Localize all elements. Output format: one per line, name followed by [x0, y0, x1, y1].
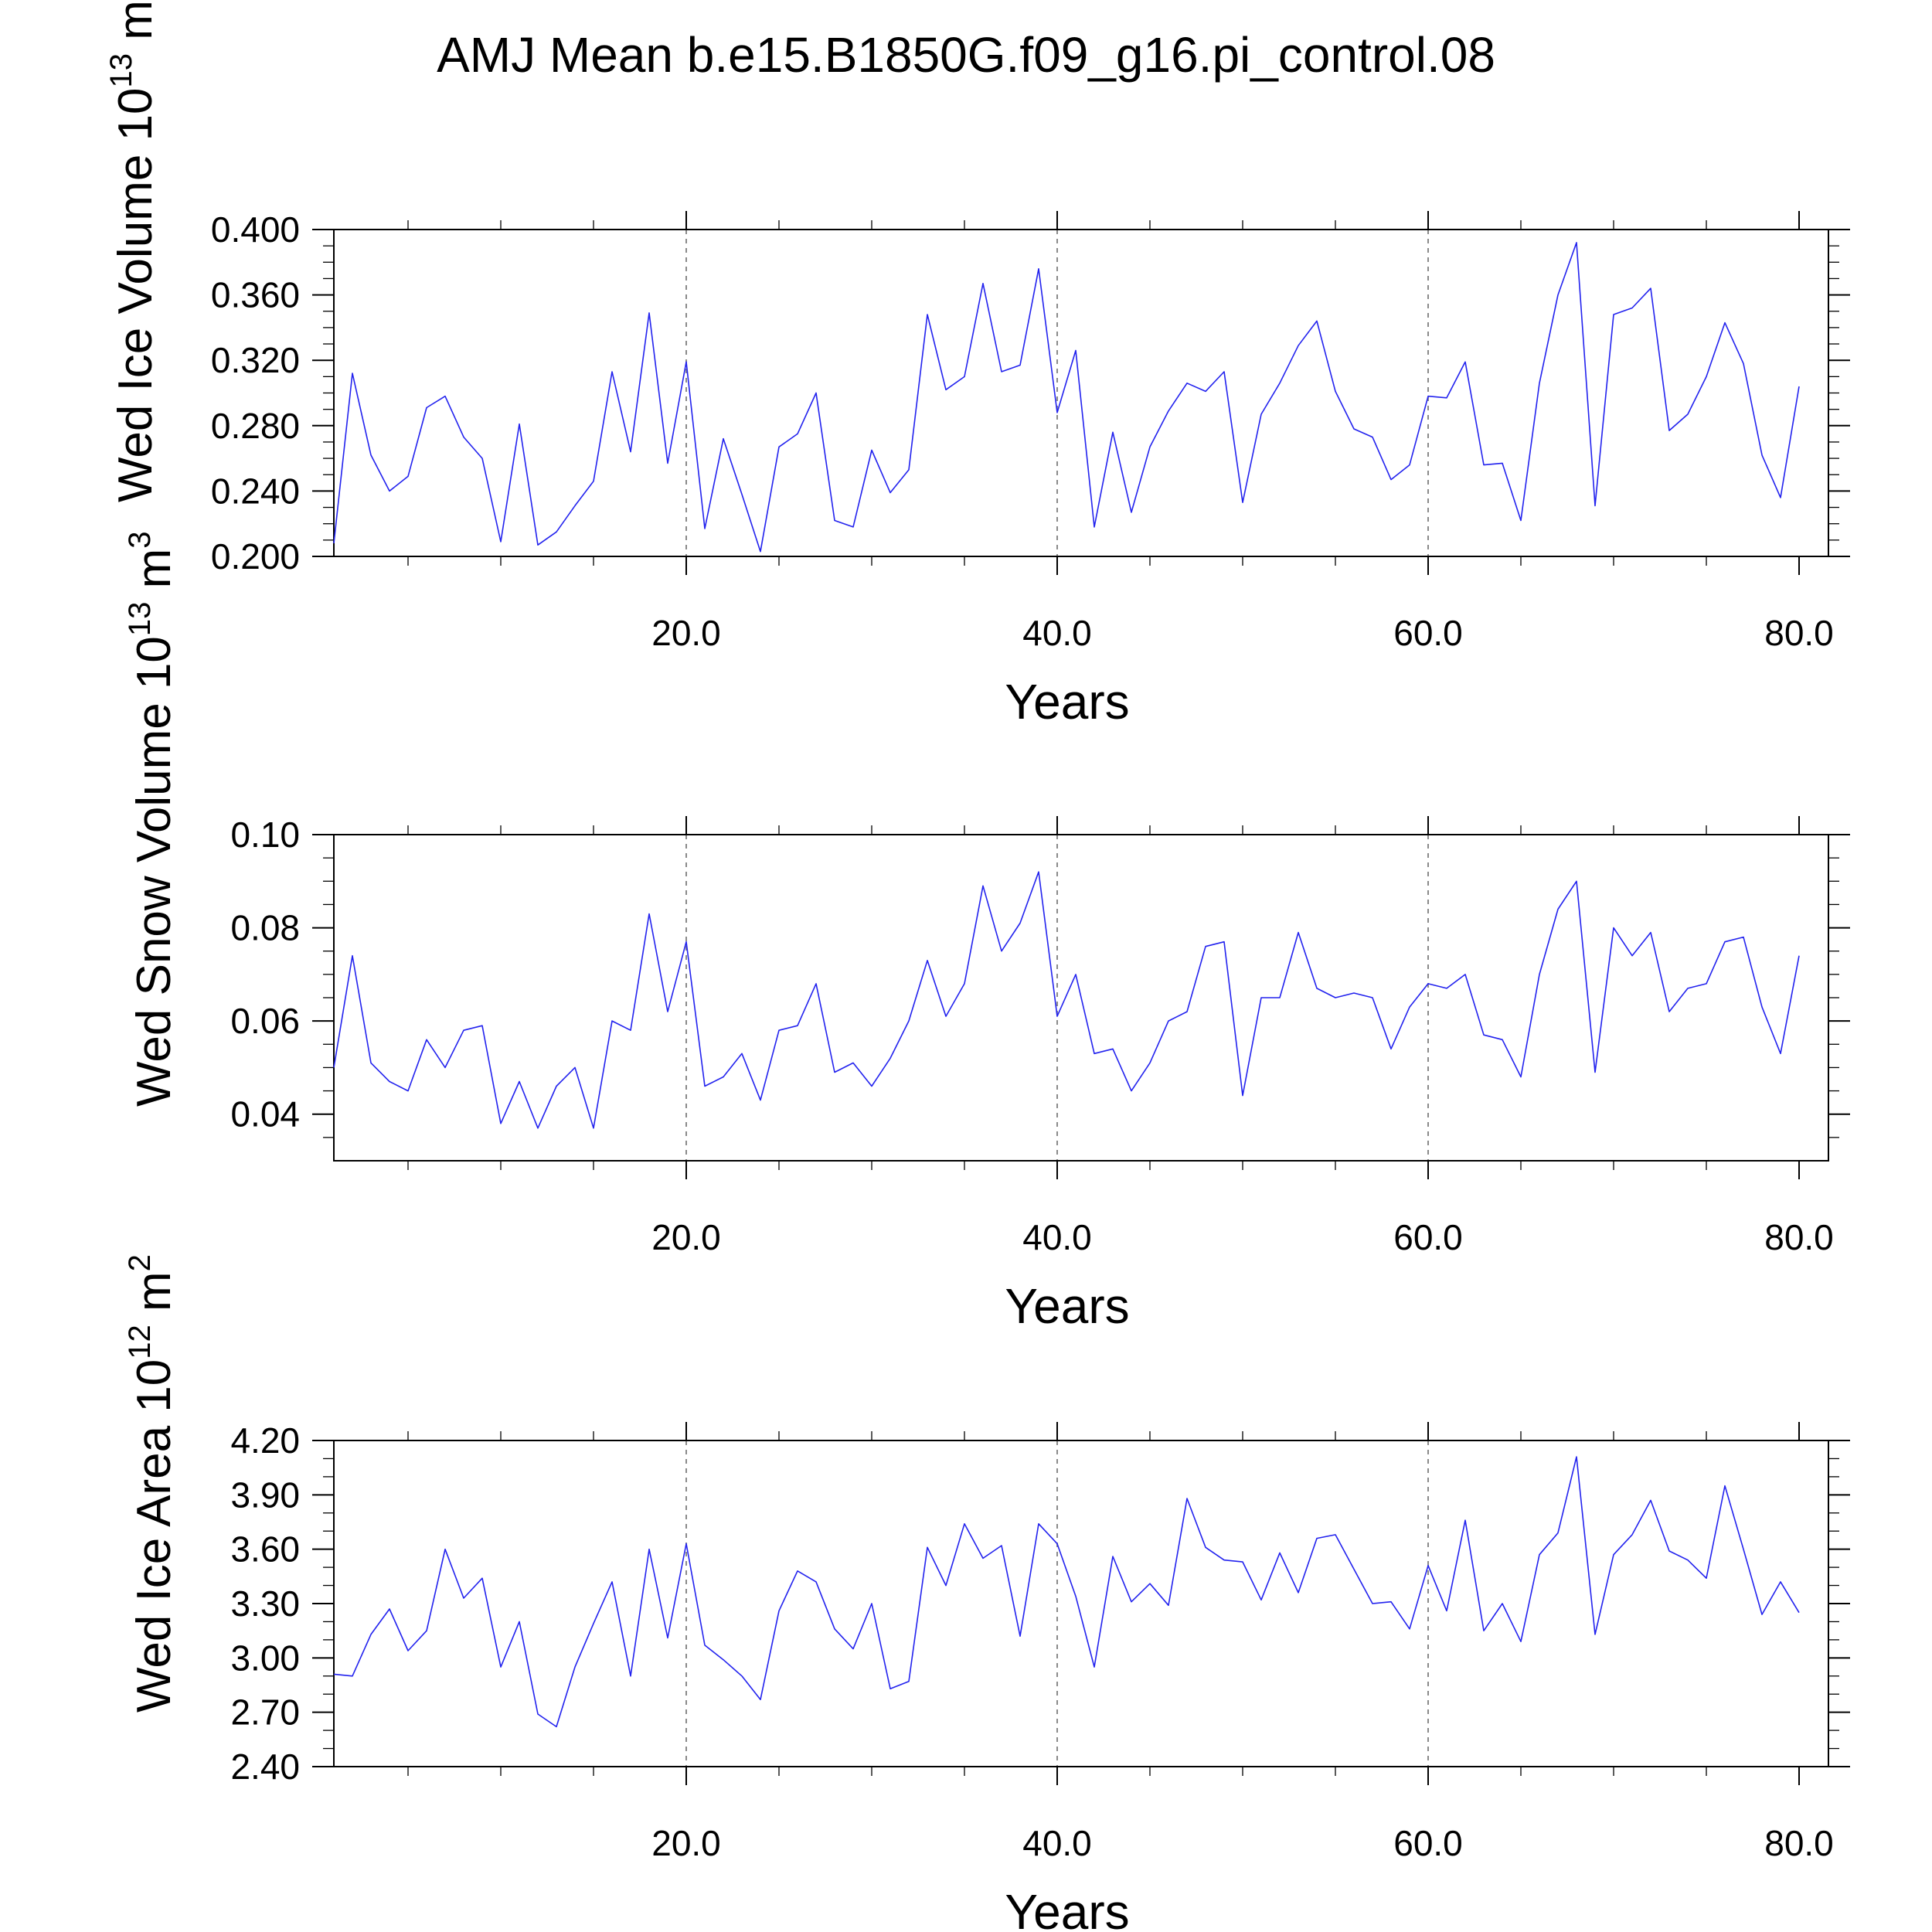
y-tick-label: 0.400 [211, 209, 300, 250]
y-tick-label: 0.08 [230, 908, 300, 948]
y-tick-label: 0.04 [230, 1094, 300, 1134]
y-axis-label: Wed Ice Volume 1013 m3 [104, 0, 162, 502]
y-axis-label-unit-exponent: 3 [123, 531, 157, 548]
series-line-1 [333, 1456, 1800, 1728]
y-tick-label: 0.280 [211, 406, 300, 446]
plot-frame [333, 229, 1829, 557]
x-tick-label: 20.0 [651, 1217, 721, 1257]
x-tick-label: 20.0 [651, 613, 721, 653]
y-axis-label-base: Wed Ice Volume 10 [109, 87, 162, 502]
x-tick-label: 60.0 [1393, 1217, 1463, 1257]
y-axis-label-base: Wed Ice Area 10 [128, 1359, 181, 1713]
x-tick-label: 80.0 [1764, 1217, 1834, 1257]
y-axis-label-exponent: 13 [104, 53, 138, 88]
y-axis-label-unit: m [128, 1271, 181, 1325]
x-tick-label: 40.0 [1022, 613, 1092, 653]
x-axis-label: Years [1005, 674, 1129, 730]
x-axis-label: Years [1005, 1884, 1129, 1932]
y-axis-label-unit: m [109, 0, 162, 53]
x-tick-label: 40.0 [1022, 1823, 1092, 1863]
x-tick-label: 60.0 [1393, 1823, 1463, 1863]
y-tick-label: 0.320 [211, 340, 300, 380]
y-axis-label: Wed Snow Volume 1013 m3 [123, 531, 181, 1107]
x-tick-label: 60.0 [1393, 613, 1463, 653]
y-axis-label-base: Wed Snow Volume 10 [128, 636, 181, 1107]
y-axis-label: Wed Ice Area 1012 m2 [123, 1254, 181, 1713]
y-axis-label-unit: m [128, 549, 181, 602]
x-tick-label: 20.0 [651, 1823, 721, 1863]
y-tick-label: 4.20 [230, 1420, 300, 1461]
series-line-1 [333, 871, 1800, 1129]
y-tick-label: 3.30 [230, 1583, 300, 1624]
y-tick-label: 0.240 [211, 471, 300, 511]
y-tick-label: 3.60 [230, 1529, 300, 1570]
y-tick-label: 3.90 [230, 1475, 300, 1515]
y-axis-label-exponent: 12 [123, 1325, 157, 1359]
x-axis-label: Years [1005, 1278, 1129, 1334]
x-tick-label: 40.0 [1022, 1217, 1092, 1257]
y-tick-label: 2.40 [230, 1747, 300, 1787]
y-tick-label: 0.200 [211, 536, 300, 577]
y-tick-label: 2.70 [230, 1692, 300, 1733]
y-tick-label: 3.00 [230, 1638, 300, 1678]
plot-frame [333, 1440, 1829, 1767]
chart-panel-3: 2.40 2.70 3.00 3.30 3.60 3.90 4.20 20.0 40.0 60.0… [123, 1254, 1850, 1932]
y-axis-label-exponent: 13 [123, 602, 157, 637]
x-tick-label: 80.0 [1764, 1823, 1834, 1863]
y-tick-label: 0.10 [230, 815, 300, 855]
x-tick-label: 80.0 [1764, 613, 1834, 653]
series-line-1 [333, 242, 1800, 553]
y-tick-label: 0.06 [230, 1001, 300, 1041]
chart-panel-1: 0.200 0.240 0.280 0.320 0.360 0.400 20.0 40.0 60… [104, 0, 1850, 730]
figure-title: AMJ Mean b.e15.B1850G.f09_g16.pi_control… [437, 27, 1495, 83]
y-tick-label: 0.360 [211, 275, 300, 315]
y-axis-label-unit-exponent: 2 [123, 1254, 157, 1271]
chart-panel-2: 0.04 0.06 0.08 0.10 20.0 40.0 60.0 80.0 Years Wed… [123, 531, 1850, 1334]
